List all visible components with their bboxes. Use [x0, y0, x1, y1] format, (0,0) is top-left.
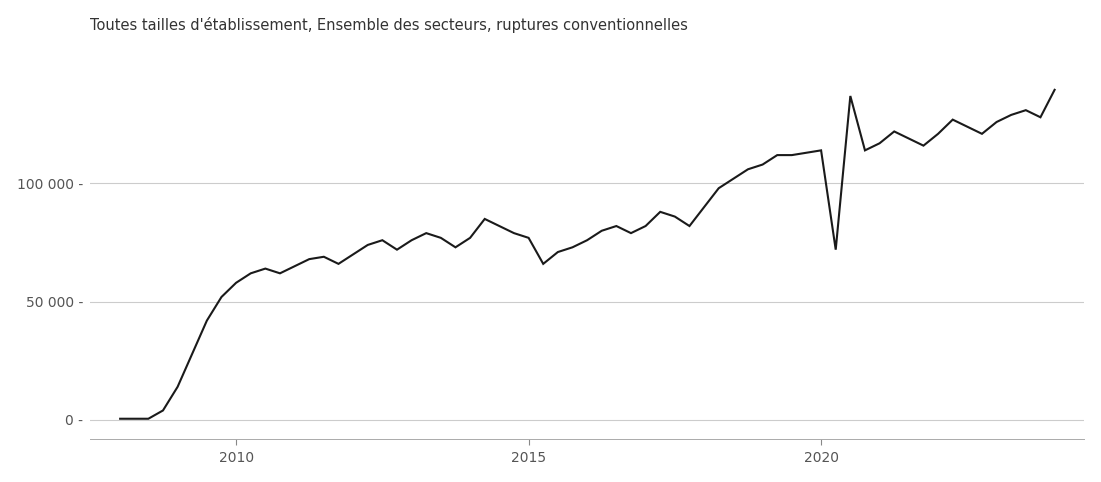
Text: Toutes tailles d'établissement, Ensemble des secteurs, ruptures conventionnelles: Toutes tailles d'établissement, Ensemble…	[90, 17, 688, 33]
